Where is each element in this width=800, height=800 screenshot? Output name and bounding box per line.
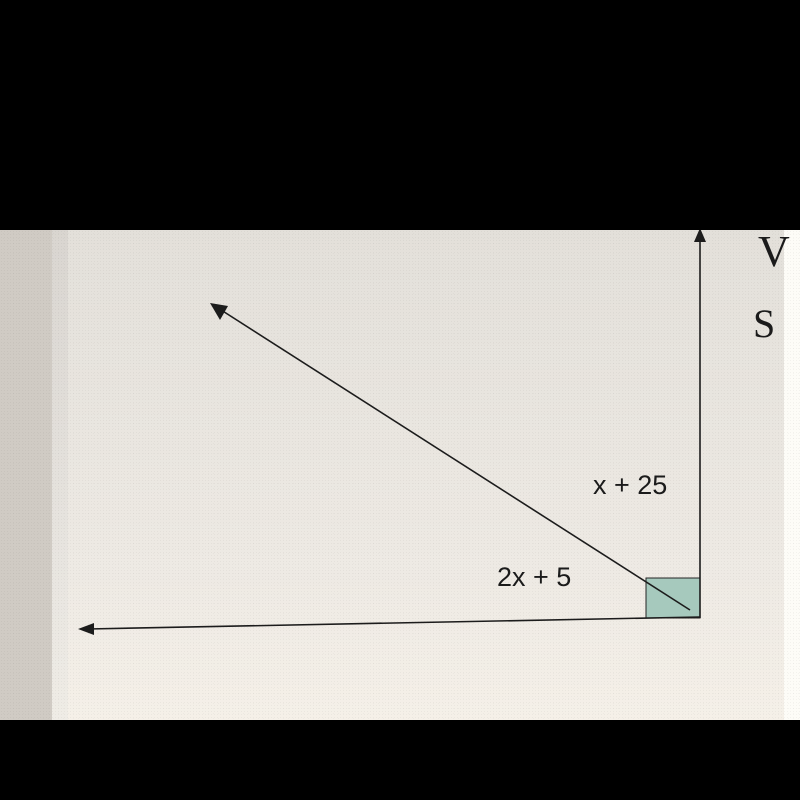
angle-label-lower: 2x + 5 (497, 562, 571, 593)
cropped-letter-bottom: S (753, 300, 775, 347)
vertical-ray-arrow (694, 230, 706, 242)
horizontal-ray-arrow (78, 623, 94, 635)
angle-label-upper: x + 25 (593, 470, 667, 501)
screenshot-photo-area: x + 25 2x + 5 V S (0, 230, 800, 720)
angle-diagram (0, 230, 800, 720)
cropped-letter-top: V (758, 226, 790, 277)
horizontal-ray (88, 617, 700, 629)
diagonal-ray-arrow (210, 303, 228, 320)
right-angle-marker (646, 578, 700, 618)
diagonal-ray (218, 308, 690, 610)
